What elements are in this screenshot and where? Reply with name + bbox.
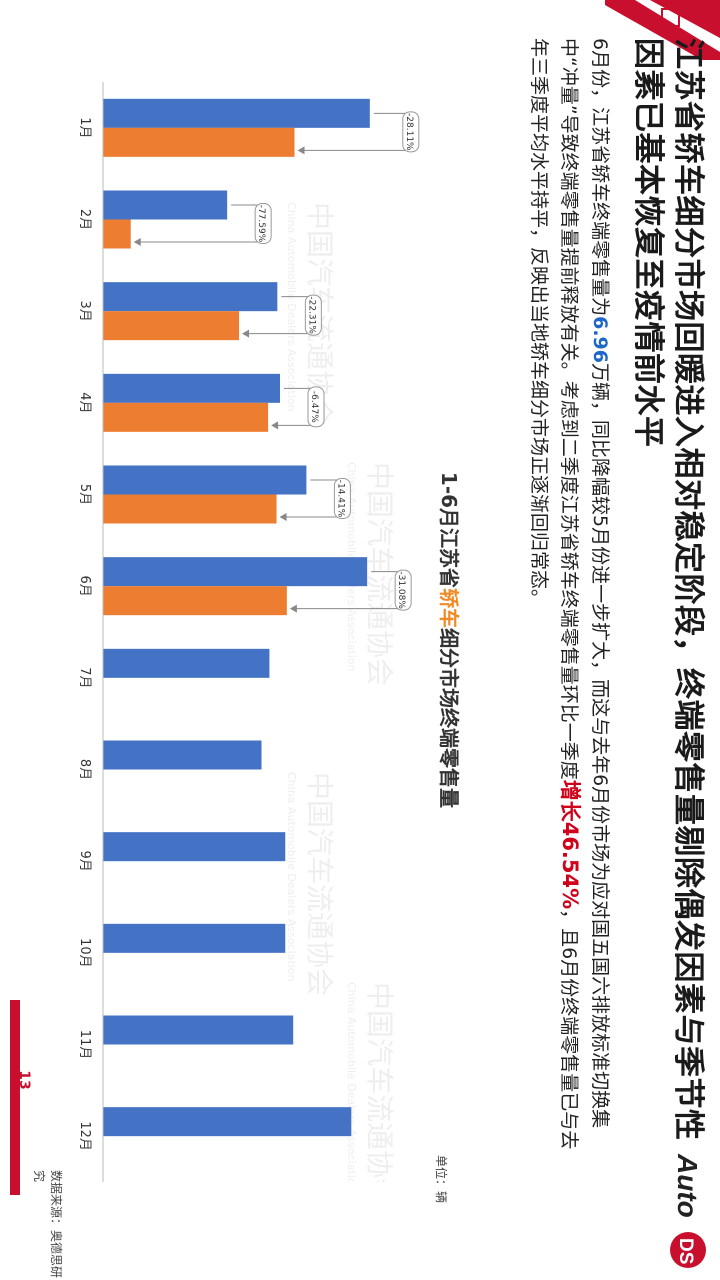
yoy-label-box — [254, 203, 272, 244]
x-tick-label: 12月 — [77, 1121, 92, 1151]
chart-title-post: 细分市场终端零售量 — [437, 628, 461, 809]
autods-logo: Auto DS — [670, 1153, 706, 1268]
yoy-annotation-layer: -28.11% -77.59% -22.31% -6.47% -14.41% -31.08… — [133, 111, 420, 613]
yoy-label: -28.11% — [404, 113, 414, 151]
bar-series1-9 — [103, 832, 286, 862]
bar-series2-4 — [103, 402, 269, 432]
x-tick-label: 9月 — [77, 851, 92, 872]
yoy-label-box — [402, 111, 420, 153]
yoy-label-box — [394, 569, 412, 611]
yoy-label: -22.31% — [306, 296, 316, 334]
bar-series2-3 — [103, 311, 240, 341]
bar-series1-4 — [103, 373, 280, 403]
summary-paragraph: 6月份，江苏省轿车终端零售量为6.96万辆，同比降幅较5月份进一步扩大，而这与去… — [524, 38, 615, 1163]
yoy-label: -77.59% — [256, 205, 266, 243]
bar-series2-6 — [103, 586, 287, 616]
svg-text:DS: DS — [675, 1238, 696, 1264]
watermark-3: 中国汽车流通协会 China Automobile Dealers Associa… — [285, 772, 336, 996]
yoy-arrowhead — [242, 329, 250, 338]
chart-title-highlight: 轿车 — [437, 588, 461, 629]
watermark-en-text: China Automobile Dealers Association — [285, 772, 298, 981]
chart-title-pre: 1-6月江苏省 — [437, 471, 461, 589]
bar-series1-6 — [103, 557, 368, 587]
x-tick-label: 1月 — [77, 117, 92, 138]
bar-series1-10 — [103, 923, 286, 953]
x-tick-label: 5月 — [77, 484, 92, 505]
bars-layer: 1月 2月 3月 4月 5月 6月 7月 8月 9月 10月 11月 12月 — [77, 98, 370, 1151]
x-tick-label: 2月 — [77, 209, 92, 230]
x-tick-label: 11月 — [77, 1030, 92, 1060]
yoy-arrowhead — [289, 604, 297, 613]
bar-chart: 中国汽车流通协会 China Automobile Dealers Associa… — [77, 82, 420, 1182]
page-title: 江苏省轿车细分市场回暖进入相对稳定阶段，终端零售量剔除偶发因素与季节性因素已基本… — [630, 38, 706, 1141]
bar-series1-11 — [103, 1015, 294, 1045]
watermark-layer: 中国汽车流通协会 China Automobile Dealers Associa… — [285, 202, 396, 1182]
x-tick-label: 4月 — [77, 392, 92, 413]
yoy-label: -31.08% — [396, 571, 406, 609]
unit-label: 单位：辆 — [434, 1155, 448, 1204]
title-bullet-icon — [661, 8, 680, 27]
para-text-1: 6月份，江苏省轿车终端零售量为 — [589, 38, 611, 317]
bar-series1-8 — [103, 740, 262, 770]
bar-series1-5 — [102, 465, 307, 495]
x-tick-label: 10月 — [77, 938, 92, 968]
x-tick-label: 7月 — [77, 667, 92, 688]
bar-series1-3 — [103, 282, 278, 312]
watermark-cn-text: 中国汽车流通协会 — [303, 772, 336, 996]
svg-text:Auto: Auto — [672, 1153, 703, 1218]
watermark-4: 中国汽车流通协会 China Automobile Dealers Associa… — [345, 982, 396, 1182]
bar-series1-1 — [103, 98, 370, 128]
watermark-en-text: China Automobile Dealers Association — [285, 202, 298, 411]
yoy-label: -6.47% — [309, 391, 319, 423]
page-number: 13 — [16, 1070, 32, 1090]
yoy-arrowhead — [271, 421, 279, 430]
yoy-label: -14.41% — [335, 480, 345, 518]
bar-series2-1 — [103, 127, 295, 157]
x-tick-label: 8月 — [77, 759, 92, 780]
chart-title: 1-6月江苏省轿车细分市场终端零售量 — [436, 390, 465, 890]
yoy-label-box — [333, 478, 351, 519]
watermark-cn-text: 中国汽车流通协会 — [363, 982, 396, 1182]
para-number: 6.96 — [589, 316, 611, 363]
watermark-en-text: China Automobile Dealers Association — [345, 982, 358, 1182]
bar-series1-12 — [103, 1107, 352, 1137]
yoy-arrowhead — [279, 513, 287, 521]
bar-series2-5 — [103, 494, 277, 524]
corner-stripe-decoration — [605, 0, 720, 60]
watermark-cn-text: 中国汽车流通协会 — [363, 462, 396, 686]
bar-series1-7 — [103, 648, 270, 678]
yoy-arrowhead — [297, 146, 305, 155]
yoy-label-box — [307, 386, 325, 428]
x-tick-label: 6月 — [77, 576, 92, 597]
yoy-label-box — [304, 294, 322, 336]
x-tick-label: 3月 — [77, 301, 92, 322]
source-note: 数据来源：奥德思研究 — [32, 1170, 63, 1279]
bar-series1-2 — [103, 190, 228, 220]
yoy-arrowhead — [133, 238, 141, 246]
bar-series2-2 — [102, 219, 131, 249]
para-highlight: 增长46.54% — [558, 779, 582, 910]
axis-layer: 020,00040,00060,00080,000100,000120,000 — [102, 82, 104, 1182]
